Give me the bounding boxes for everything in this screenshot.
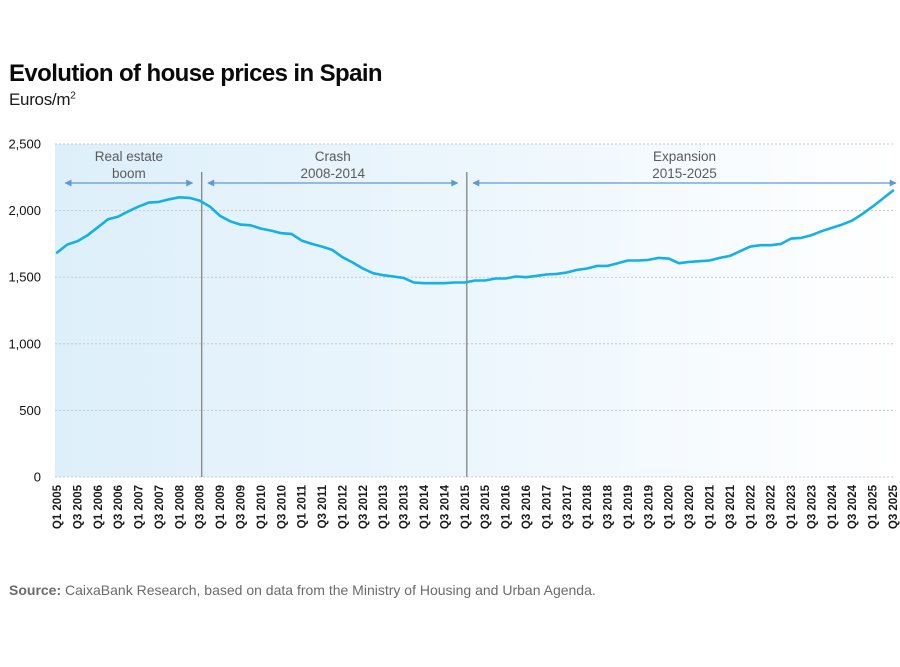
x-tick-label: Q3 2018	[603, 484, 615, 529]
chart-subtitle: Euros/m2	[9, 90, 76, 110]
x-tick-label: Q3 2025	[888, 484, 900, 529]
y-tick-label: 1,500	[8, 270, 41, 285]
x-tick-label: Q3 2007	[154, 485, 166, 529]
x-tick-label: Q1 2022	[745, 485, 757, 529]
x-tick-label: Q1 2021	[704, 484, 716, 529]
period-dividers	[201, 172, 468, 477]
x-tick-label: Q1 2015	[460, 484, 472, 529]
period-label: 2008-2014	[300, 166, 365, 181]
chart-title: Evolution of house prices in Spain	[9, 60, 383, 87]
x-tick-label: Q3 2017	[562, 485, 574, 529]
y-tick-label: 0	[34, 470, 41, 485]
x-tick-label: Q3 2011	[317, 484, 329, 528]
source-note: Source: CaixaBank Research, based on dat…	[9, 582, 596, 598]
x-tick-label: Q1 2025	[868, 484, 880, 529]
x-tick-label: Q3 2020	[684, 485, 696, 529]
x-tick-label: Q1 2010	[256, 485, 268, 529]
y-tick-label: 2,500	[8, 137, 41, 152]
x-tick-label: Q3 2009	[236, 485, 248, 529]
period-label: 2015-2025	[652, 166, 717, 181]
gridlines	[55, 143, 895, 478]
x-axis: Q1 2005 Q3 2005 Q1 2006 Q3 2006 Q1 2007 Q3 20…	[52, 484, 900, 529]
x-tick-label: Q3 2006	[113, 485, 125, 529]
x-tick-label: Q1 2008	[174, 484, 186, 529]
y-axis: 0 500 1,000 1,500 2,000 2,500	[8, 137, 41, 485]
x-tick-label: Q3 2005	[72, 484, 84, 529]
x-tick-label: Q1 2023	[786, 485, 798, 529]
x-tick-label: Q1 2011	[297, 484, 309, 528]
plot-background	[55, 144, 895, 477]
x-tick-label: Q3 2013	[399, 485, 411, 529]
x-tick-label: Q1 2012	[337, 485, 349, 529]
period-label: Expansion	[653, 149, 716, 164]
x-tick-label: Q3 2012	[358, 485, 370, 529]
x-tick-label: Q1 2013	[378, 485, 390, 529]
x-tick-label: Q1 2019	[623, 485, 635, 529]
source-label: Source:	[9, 582, 62, 598]
x-tick-label: Q1 2018	[582, 484, 594, 529]
period-annotations: Real estate boom Crash 2008-2014 Expansion 20…	[64, 149, 897, 187]
x-tick-label: Q1 2009	[215, 485, 227, 529]
x-tick-label: Q1 2016	[501, 485, 513, 529]
x-tick-label: Q3 2008	[195, 484, 207, 529]
x-tick-label: Q3 2016	[521, 485, 533, 529]
x-tick-label: Q3 2015	[480, 484, 492, 529]
x-tick-label: Q1 2024	[827, 484, 839, 529]
x-tick-label: Q1 2006	[93, 485, 105, 529]
x-tick-label: Q3 2019	[643, 485, 655, 529]
x-tick-label: Q3 2021	[725, 484, 737, 529]
y-tick-label: 2,000	[8, 203, 41, 218]
x-tick-label: Q1 2017	[541, 485, 553, 529]
period-label: Real estate	[95, 149, 163, 164]
price-line	[55, 189, 895, 285]
x-tick-label: Q3 2024	[847, 484, 859, 529]
x-tick-label: Q3 2010	[276, 485, 288, 529]
x-tick-label: Q3 2023	[806, 485, 818, 529]
unit-label: Euros/m	[9, 90, 71, 109]
x-tick-label: Q1 2005	[52, 484, 64, 529]
x-tick-label: Q1 2014	[419, 484, 431, 529]
y-tick-label: 1,000	[8, 336, 41, 351]
period-label: Crash	[315, 149, 351, 164]
period-label: boom	[112, 166, 146, 181]
unit-superscript: 2	[70, 90, 76, 102]
series-group	[55, 189, 895, 285]
x-tick-label: Q3 2022	[766, 485, 778, 529]
x-tick-label: Q1 2007	[134, 485, 146, 529]
x-tick-label: Q3 2014	[439, 484, 451, 529]
source-text: CaixaBank Research, based on data from t…	[61, 582, 596, 598]
x-tick-label: Q1 2020	[664, 485, 676, 529]
y-tick-label: 500	[19, 403, 41, 418]
